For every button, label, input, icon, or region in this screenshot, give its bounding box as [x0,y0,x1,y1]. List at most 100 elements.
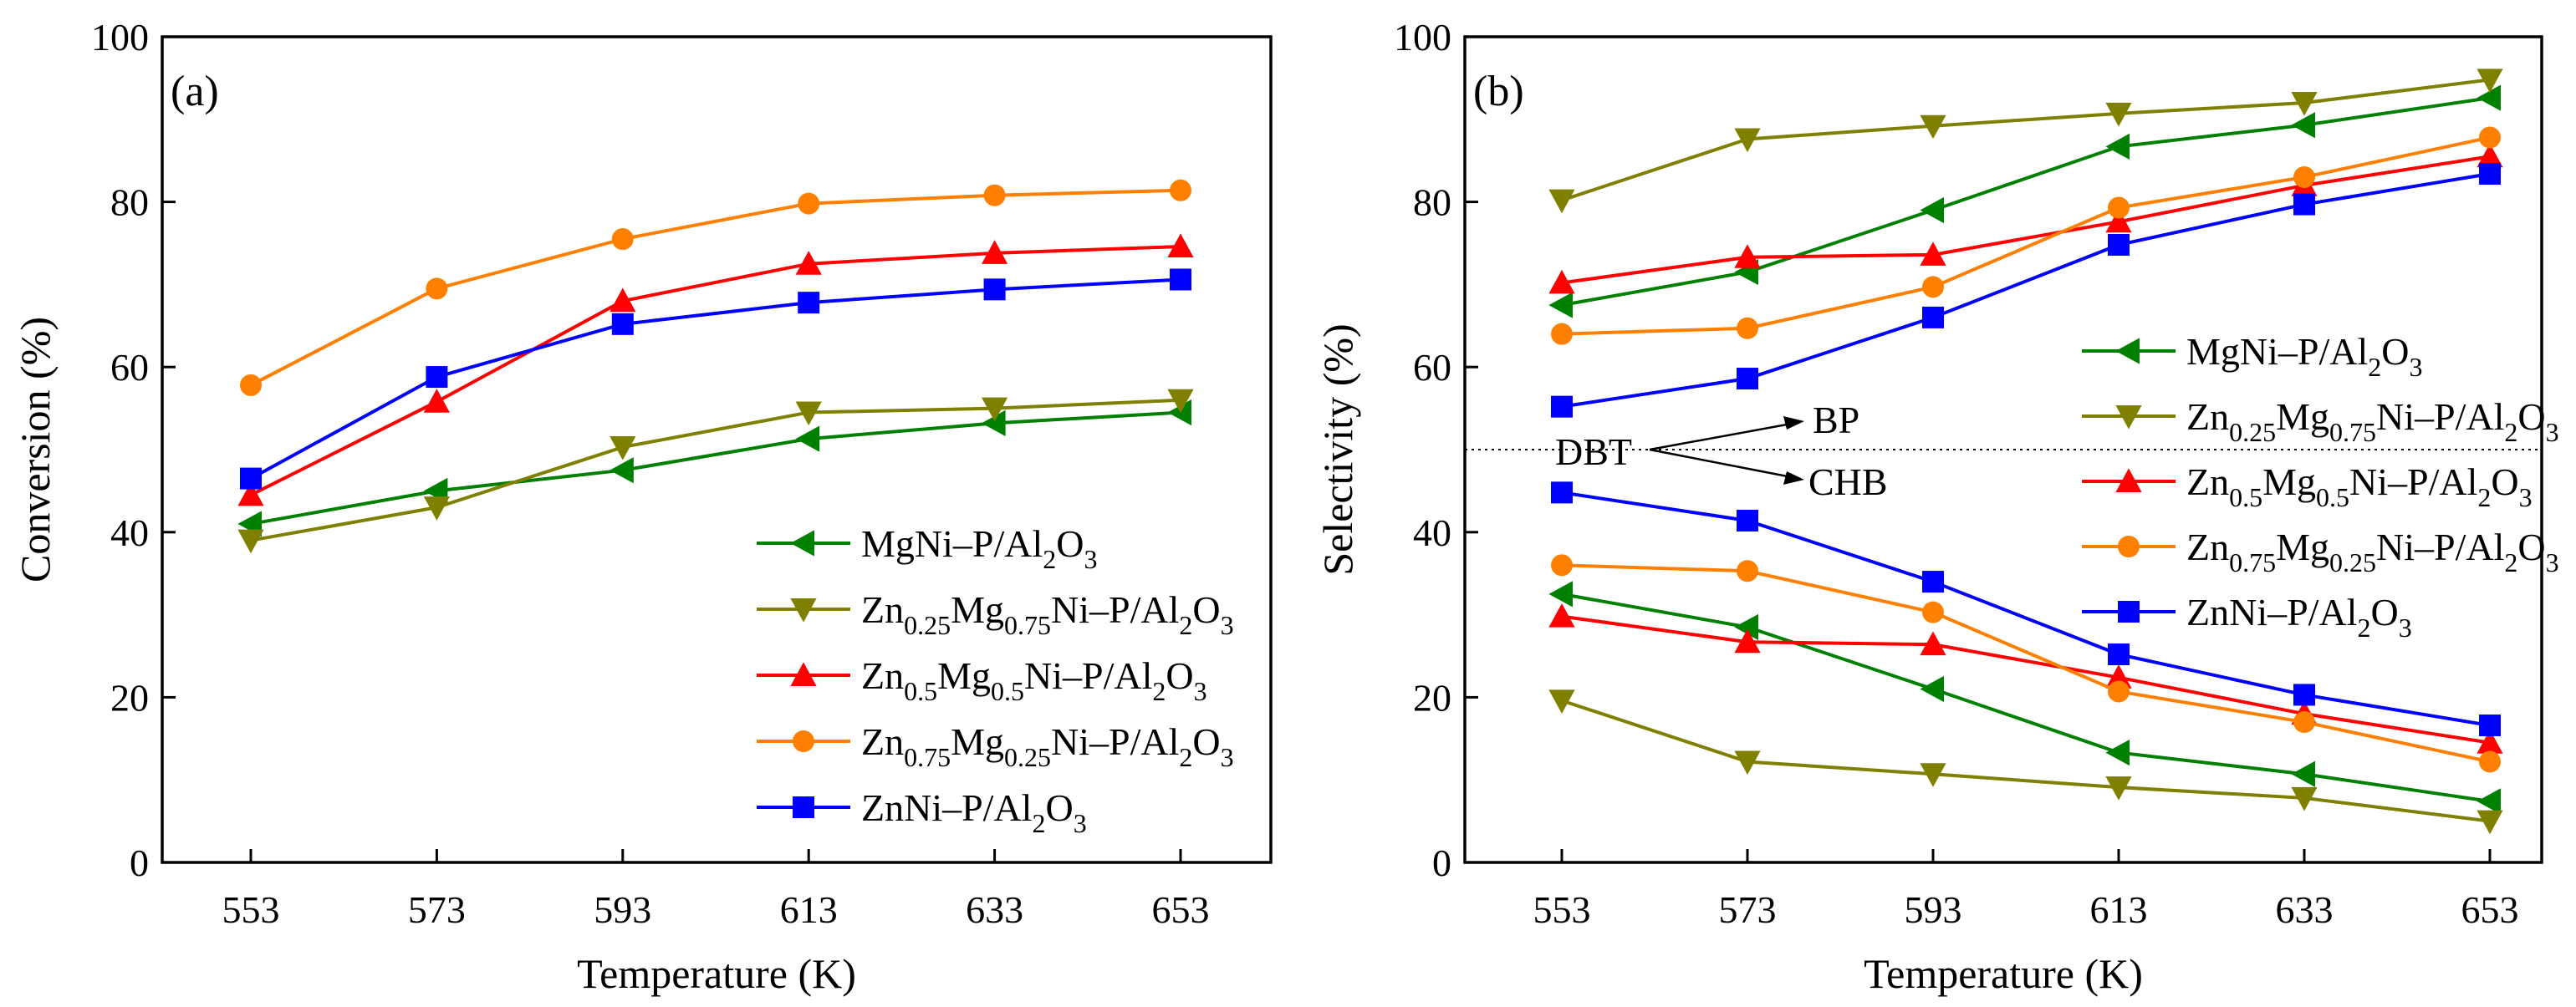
triangle-down-marker [2105,102,2132,127]
square-marker [426,366,448,389]
panel-label: (b) [1473,68,1524,115]
series-line [250,244,1181,497]
x-tick-label: 633 [966,888,1023,931]
series-1 [1548,69,2503,835]
series-0 [1548,84,2501,815]
series-line [1561,614,2491,745]
triangle-up-marker [1548,269,1575,294]
square-marker [983,278,1006,301]
arrow-head-icon [1783,471,1804,485]
arrow-chb [1649,448,1797,480]
square-marker [2479,163,2501,186]
annotation-chb: CHB [1808,460,1888,503]
circle-marker [798,192,820,215]
y-axis-title: Conversion (%) [12,317,59,582]
square-marker [2293,684,2315,706]
x-tick-label: 593 [1905,888,1962,931]
y-tick-label: 100 [1394,16,1451,58]
x-tick-label: 553 [222,888,280,931]
triangle-up-marker [2477,730,2503,754]
series-2 [1548,143,2503,754]
series-3 [240,179,1191,396]
triangle-left-marker [1734,613,1758,641]
triangle-down-marker [1548,689,1575,714]
square-marker [2108,643,2130,666]
triangle-down-marker [982,397,1008,422]
series-line [1561,172,2491,409]
series-1 [237,389,1194,554]
y-tick-label: 80 [110,181,149,224]
series-line [250,410,1181,526]
triangle-down-marker [423,496,450,521]
triangle-up-marker [982,240,1008,264]
legend-label: Zn0.5Mg0.5Ni–P/Al2O3 [861,654,1207,706]
series-line [1561,96,2491,308]
triangle-up-marker [1920,242,1946,266]
series-line [250,398,1181,542]
circle-marker [2293,165,2315,188]
triangle-left-marker [982,409,1006,436]
triangle-down-marker [1734,750,1761,776]
triangle-down-marker [2477,810,2503,835]
triangle-left-marker [1548,581,1573,608]
x-axis-title: Temperature (K) [577,950,856,997]
circle-marker [2479,126,2501,149]
y-tick-label: 40 [110,511,149,554]
series-line [1561,78,2491,202]
triangle-left-marker [1167,399,1191,426]
circle-marker [1170,179,1191,201]
series-line [1561,491,2491,727]
x-tick-label: 573 [408,888,466,931]
triangle-left-marker [2115,338,2140,364]
triangle-up-marker [2105,664,2132,689]
triangle-left-marker [790,530,814,557]
series-line [1561,135,2491,336]
triangle-up-marker [1920,631,1946,656]
triangle-up-marker [790,662,817,686]
panel-b-selectivity-chart: 553 573 593 613 633 653 0 20 40 60 80 100 Temperatur… [1314,16,2559,997]
triangle-up-marker [237,481,264,506]
triangle-down-marker [2291,92,2318,116]
triangle-down-marker [1734,128,1761,153]
triangle-left-marker [610,457,634,484]
circle-marker [1922,601,1944,623]
circle-marker [1551,323,1573,345]
square-marker [611,313,634,335]
triangle-up-marker [1734,628,1761,654]
x-tick-label: 573 [1719,888,1777,931]
square-marker [240,467,262,490]
square-marker [1551,481,1573,504]
circle-marker [426,277,448,300]
triangle-left-marker [2477,84,2501,111]
arrow-head-icon [1783,416,1804,430]
x-tick-label: 613 [2090,888,2148,931]
triangle-down-marker [2105,776,2132,801]
series-4 [240,268,1191,490]
y-tick-label: 80 [1413,181,1451,224]
square-marker [1737,368,1758,390]
square-marker [793,796,814,818]
circle-marker [611,228,634,251]
x-tick-label: 653 [1152,888,1210,931]
series-line [1561,563,2491,764]
x-tick-label: 633 [2276,888,2334,931]
square-marker [2118,601,2140,623]
triangle-down-marker [790,598,817,623]
x-tick-label: 553 [1533,888,1591,931]
triangle-down-marker [610,436,636,460]
annotation-bp: BP [1813,399,1859,441]
legend-label: MgNi–P/Al2O3 [861,522,1098,574]
triangle-down-marker [1167,389,1194,414]
circle-marker [2108,196,2130,219]
triangle-left-marker [2291,112,2315,139]
panel-a-conversion-chart: 553 573 593 613 633 653 0 20 40 60 80 100 Temperatur… [12,16,1273,997]
legend-label: Zn0.5Mg0.5Ni–P/Al2O3 [2186,460,2533,512]
legend-label: Zn0.75Mg0.25Ni–P/Al2O3 [2186,526,2559,577]
legend-label: Zn0.25Mg0.75Ni–P/Al2O3 [2186,395,2559,447]
triangle-up-marker [1734,244,1761,268]
triangle-left-marker [795,425,820,452]
plot-frame [161,35,1273,864]
triangle-left-marker [1548,292,1573,318]
triangle-left-marker [2105,133,2130,160]
